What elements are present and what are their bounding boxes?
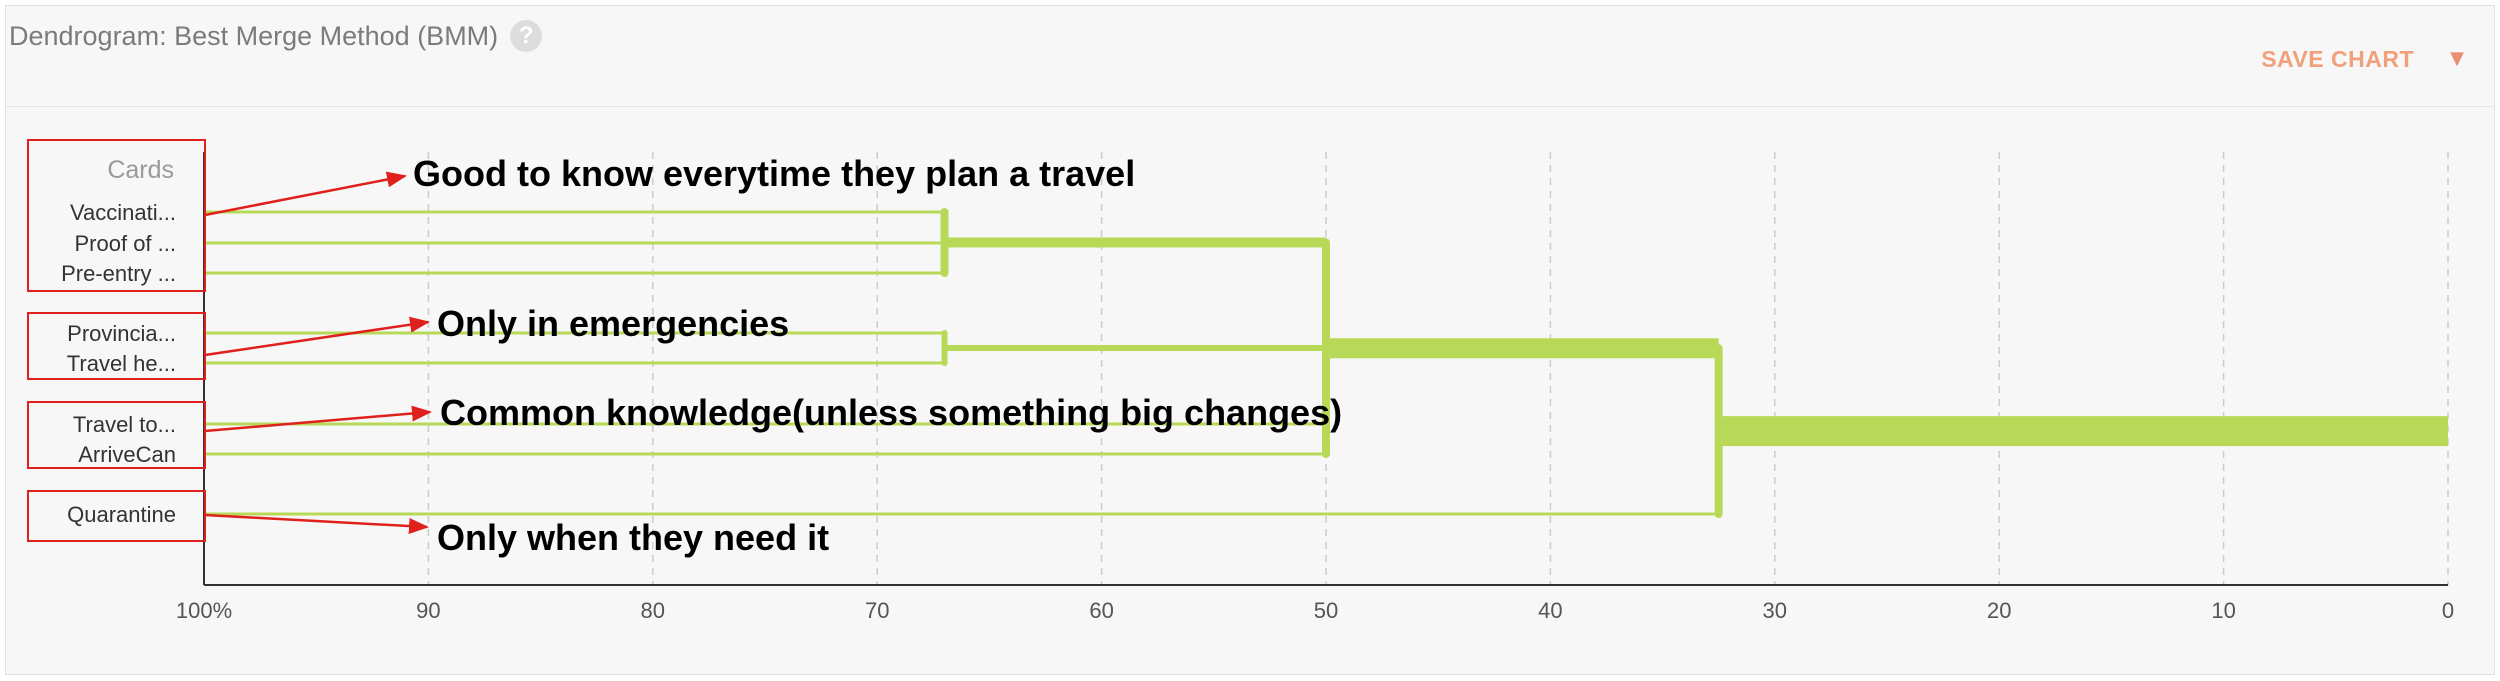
annotation-label: Only when they need it [437,517,829,558]
x-tick-label: 0 [2442,598,2454,623]
x-tick-label: 20 [1987,598,2011,623]
x-tick-label: 90 [416,598,440,623]
chevron-down-icon[interactable]: ▼ [2450,48,2464,69]
help-icon[interactable]: ? [510,20,543,52]
x-tick-label: 80 [641,598,665,623]
label-layer: Cards Vaccinati... Proof of ... Pre-entry .… [61,156,176,527]
annotation-box [27,312,206,380]
leaf-label: Provincia... [67,321,176,346]
annotation-arrow [204,171,407,217]
x-tick-label: 40 [1538,598,1562,623]
leaf-label: Quarantine [67,502,176,527]
annotation-arrow [204,513,429,535]
leaf-label: Vaccinati... [70,200,176,225]
x-tick-label: 30 [1763,598,1787,623]
annotation-box [27,139,206,292]
annotation-label: Good to know everytime they plan a trave… [413,153,1135,194]
x-tick-label: 70 [865,598,889,623]
chart-title: Dendrogram: Best Merge Method (BMM) [9,20,499,51]
leaf-label: Travel to... [73,412,176,437]
annotation-label: Only in emergencies [437,303,789,344]
annotation-label: Common knowledge(unless something big ch… [440,392,1342,433]
annotation-layer: Good to know everytime they plan a trave… [27,139,1342,558]
save-chart-button[interactable]: SAVE CHART [2261,46,2414,72]
annotation-arrow [204,405,432,433]
y-axis-title: Cards [107,156,174,184]
leaf-label: Pre-entry ... [61,261,176,286]
x-tick-label: 60 [1089,598,1113,623]
header-divider [6,106,2494,107]
annotation-arrow [204,316,430,357]
chart-panel: Dendrogram: Best Merge Method (BMM) ? SA… [5,5,2495,675]
axis-layer: 100% 90 80 70 60 50 40 30 20 10 0 [176,152,2454,623]
tree-layer [204,208,2448,518]
x-tick-label: 10 [2211,598,2235,623]
title-row: Dendrogram: Best Merge Method (BMM) ? [9,20,543,52]
annotation-box [27,401,206,469]
leaf-label: Proof of ... [75,231,177,256]
x-tick-label: 100% [176,598,232,623]
x-tick-label: 50 [1314,598,1338,623]
leaf-label: Travel he... [67,351,176,376]
leaf-label: ArriveCan [78,442,176,467]
